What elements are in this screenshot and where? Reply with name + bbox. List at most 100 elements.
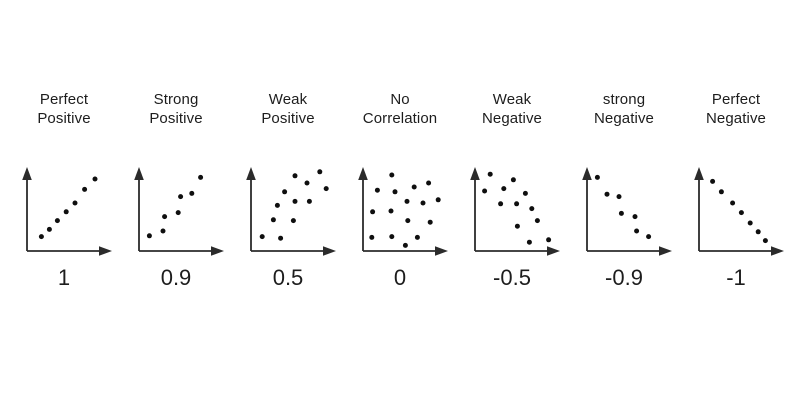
data-point xyxy=(54,218,60,224)
data-point xyxy=(270,217,276,223)
data-point xyxy=(411,184,417,190)
data-point xyxy=(282,189,288,195)
scatter-plot xyxy=(246,167,336,256)
data-point xyxy=(420,200,426,206)
y-axis-arrowhead-icon xyxy=(582,167,592,180)
data-point xyxy=(370,209,376,215)
scatter-plot xyxy=(470,167,560,256)
panels-row: Perfect Positive 1 Strong Positive 0.9 W… xyxy=(22,90,792,291)
correlation-panel: Weak Positive 0.5 xyxy=(232,90,344,291)
correlation-panel: Strong Positive 0.9 xyxy=(120,90,232,291)
scatter-plot xyxy=(134,167,224,256)
data-point xyxy=(389,234,395,240)
panel-title-line2: Negative xyxy=(593,110,654,127)
data-point xyxy=(402,242,408,248)
data-point xyxy=(306,198,312,204)
data-points xyxy=(710,178,768,244)
correlation-coefficient: 0 xyxy=(393,265,407,290)
data-point xyxy=(82,186,88,192)
panel-title-line1: Weak xyxy=(268,91,308,108)
data-points xyxy=(259,169,329,241)
y-axis-arrowhead-icon xyxy=(694,167,704,180)
data-point xyxy=(514,201,520,207)
data-point xyxy=(632,214,638,220)
panel-title: Perfect Negative xyxy=(706,90,766,128)
scatter-plot xyxy=(22,167,112,256)
correlation-panel: Perfect Negative -1 xyxy=(680,90,792,291)
data-point xyxy=(290,218,296,224)
data-point xyxy=(38,234,44,240)
data-point xyxy=(514,223,520,229)
data-points xyxy=(369,172,441,248)
data-point xyxy=(762,238,768,244)
data-point xyxy=(529,206,535,212)
panel-title-line2: Negative xyxy=(481,110,542,127)
data-point xyxy=(427,219,433,225)
data-point xyxy=(389,172,395,178)
data-point xyxy=(718,189,724,195)
correlation-panel: No Correlation 0 xyxy=(344,90,456,291)
data-point xyxy=(616,194,622,200)
data-point xyxy=(405,218,411,224)
data-point xyxy=(63,209,69,215)
data-points xyxy=(482,171,552,245)
data-point xyxy=(755,229,761,235)
data-point xyxy=(392,189,398,195)
panel-title: No Correlation xyxy=(363,90,437,128)
y-axis-arrowhead-icon xyxy=(470,167,480,180)
scatter-plot xyxy=(582,167,672,256)
y-axis-arrowhead-icon xyxy=(246,167,256,180)
data-point xyxy=(426,180,432,186)
data-point xyxy=(618,210,624,216)
data-point xyxy=(92,176,98,182)
panel-title-line1: strong xyxy=(602,91,646,108)
data-point xyxy=(498,201,504,207)
x-axis-arrowhead-icon xyxy=(547,246,560,256)
panel-title: Weak Negative xyxy=(482,90,542,128)
panel-title-line1: Weak xyxy=(492,91,532,108)
correlation-coefficient: -0.9 xyxy=(605,265,643,290)
data-point xyxy=(160,228,166,234)
data-point xyxy=(323,186,329,192)
panel-title-line1: Perfect xyxy=(39,91,89,108)
data-point xyxy=(546,237,552,243)
panel-title: strong Negative xyxy=(594,90,654,128)
panel-title-line2: Negative xyxy=(705,110,766,127)
data-point xyxy=(522,190,528,196)
data-points xyxy=(38,176,98,240)
x-axis-arrowhead-icon xyxy=(323,246,336,256)
data-point xyxy=(278,235,284,241)
x-axis-arrowhead-icon xyxy=(211,246,224,256)
data-point xyxy=(317,169,323,175)
data-point xyxy=(730,200,736,206)
data-point xyxy=(487,171,493,177)
data-point xyxy=(146,233,152,239)
x-axis-arrowhead-icon xyxy=(99,246,112,256)
panel-title-line2: Positive xyxy=(37,110,91,127)
data-point xyxy=(175,210,181,216)
correlation-coefficient: -0.5 xyxy=(493,265,531,290)
y-axis-arrowhead-icon xyxy=(134,167,144,180)
data-point xyxy=(274,202,280,208)
panel-title-line2: Positive xyxy=(261,110,315,127)
panel-title-line1: Perfect xyxy=(711,91,761,108)
data-point xyxy=(738,210,744,216)
panel-title-line1: Strong xyxy=(153,91,199,108)
data-point xyxy=(435,197,441,203)
x-axis-arrowhead-icon xyxy=(435,246,448,256)
data-point xyxy=(414,234,420,240)
data-point xyxy=(46,226,52,232)
data-point xyxy=(710,178,716,184)
panel-title: Strong Positive xyxy=(149,90,202,128)
data-point xyxy=(634,228,640,234)
data-point xyxy=(369,234,375,240)
scatter-plot xyxy=(358,167,448,256)
data-point xyxy=(178,194,184,200)
data-point xyxy=(510,177,516,183)
data-point xyxy=(72,200,78,206)
data-points xyxy=(594,174,652,240)
data-point xyxy=(526,239,532,245)
correlation-panel: strong Negative -0.9 xyxy=(568,90,680,291)
data-point xyxy=(304,180,310,186)
